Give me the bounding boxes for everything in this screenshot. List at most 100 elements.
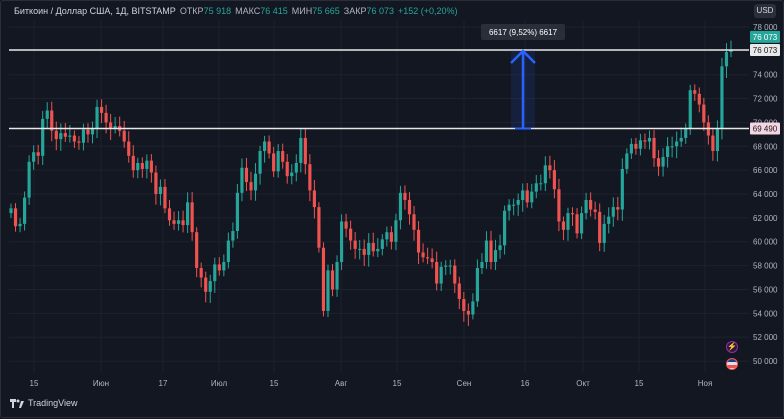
- candle-body: [290, 172, 294, 177]
- low-value: 75 665: [312, 6, 340, 16]
- candle-body: [321, 247, 326, 311]
- candle-body: [566, 213, 570, 230]
- candle-body: [512, 204, 516, 206]
- candle-body: [86, 129, 90, 135]
- candle-body: [18, 223, 22, 227]
- watermark-text: TradingView: [28, 398, 78, 408]
- candle-body: [99, 106, 104, 113]
- candle-body: [172, 220, 176, 224]
- candle-body: [702, 104, 706, 123]
- candle-body: [507, 204, 511, 211]
- candle-body: [371, 242, 375, 252]
- candle-body: [163, 186, 167, 209]
- candle-body: [272, 153, 276, 172]
- candle-body: [448, 265, 452, 267]
- candle-body: [235, 192, 239, 232]
- candle-body: [530, 191, 534, 203]
- x-tick-label: Ноя: [698, 379, 713, 388]
- candle-body: [426, 257, 430, 259]
- candle-body: [294, 162, 298, 173]
- candle-body: [208, 281, 212, 292]
- candle-body: [303, 137, 307, 165]
- candle-body: [557, 189, 561, 222]
- candle-body: [638, 140, 643, 149]
- candle-body: [589, 199, 593, 210]
- candle-body: [281, 151, 285, 162]
- candle-body: [27, 161, 31, 198]
- candle-body: [376, 248, 380, 252]
- candle-body: [552, 170, 556, 190]
- candle-body: [724, 52, 729, 67]
- candle-body: [149, 160, 153, 173]
- candle-body: [407, 199, 412, 215]
- candle-body: [679, 137, 683, 142]
- open-value: 75 918: [203, 6, 232, 16]
- candle-body: [122, 130, 126, 142]
- candle-body: [593, 209, 597, 212]
- candle-body: [652, 137, 656, 159]
- candle-body: [385, 232, 389, 240]
- y-tick-label: 68 000: [753, 142, 778, 151]
- candle-body: [602, 223, 606, 243]
- candle-body: [32, 152, 36, 162]
- candle-body: [421, 252, 425, 258]
- candle-body: [625, 153, 629, 169]
- measure-label: 6617 (9,52%) 6617: [489, 28, 558, 37]
- candle-body: [344, 221, 348, 229]
- candle-body: [258, 151, 262, 174]
- candle-body: [335, 262, 339, 290]
- candle-body: [199, 267, 203, 278]
- candle-body: [158, 186, 163, 195]
- candle-body: [240, 167, 244, 193]
- currency-button[interactable]: USD: [754, 4, 776, 18]
- candle-body: [516, 199, 520, 205]
- candle-body: [416, 229, 421, 253]
- candle-body: [503, 210, 507, 246]
- candle-body: [715, 128, 719, 152]
- x-tick-label: Окт: [576, 379, 590, 388]
- y-tick-label: 74 000: [753, 71, 778, 80]
- candle-body: [308, 164, 312, 191]
- candle-body: [561, 221, 566, 230]
- candle-body: [77, 141, 81, 143]
- x-tick-label: 16: [521, 379, 530, 388]
- candle-body: [45, 110, 49, 119]
- close-value: 76 073: [366, 6, 394, 16]
- candle-body: [72, 135, 76, 142]
- lightning-icon[interactable]: ⚡: [726, 341, 738, 353]
- candle-body: [675, 141, 679, 147]
- last-price-line-tag: 76 073: [753, 46, 778, 55]
- candle-body: [475, 267, 479, 302]
- y-tick-label: 52 000: [753, 333, 778, 342]
- candle-body: [661, 157, 665, 167]
- candle-body: [656, 158, 661, 167]
- candle-body: [59, 133, 63, 140]
- high-label: МАКС: [235, 6, 261, 16]
- measure-label-bg: [481, 23, 565, 40]
- candle-body: [330, 270, 335, 290]
- tradingview-watermark[interactable]: TradingView: [10, 398, 78, 408]
- candle-body: [380, 239, 384, 249]
- candle-body: [145, 160, 149, 169]
- measure-arrow-head: [510, 49, 536, 64]
- open-label: ОТКР: [179, 6, 204, 16]
- y-tick-label: 58 000: [753, 262, 778, 271]
- x-tick-label: 15: [393, 379, 402, 388]
- candle-body: [154, 172, 158, 195]
- candle-body: [666, 146, 670, 158]
- close-label: ЗАКР: [343, 6, 367, 16]
- low-label: МИН: [291, 6, 313, 16]
- candle-body: [50, 110, 54, 131]
- flag-icon[interactable]: [726, 358, 738, 370]
- symbol-title[interactable]: Биткоин / Доллар США, 1Д, BITSTAMP: [14, 6, 176, 16]
- candle-body: [181, 220, 185, 226]
- candle-body: [484, 240, 489, 263]
- candle-body: [439, 266, 443, 284]
- candle-body: [466, 310, 470, 315]
- candle-body: [362, 248, 366, 255]
- candle-body: [620, 168, 624, 210]
- candle-body: [498, 245, 502, 251]
- candle-body: [647, 137, 652, 142]
